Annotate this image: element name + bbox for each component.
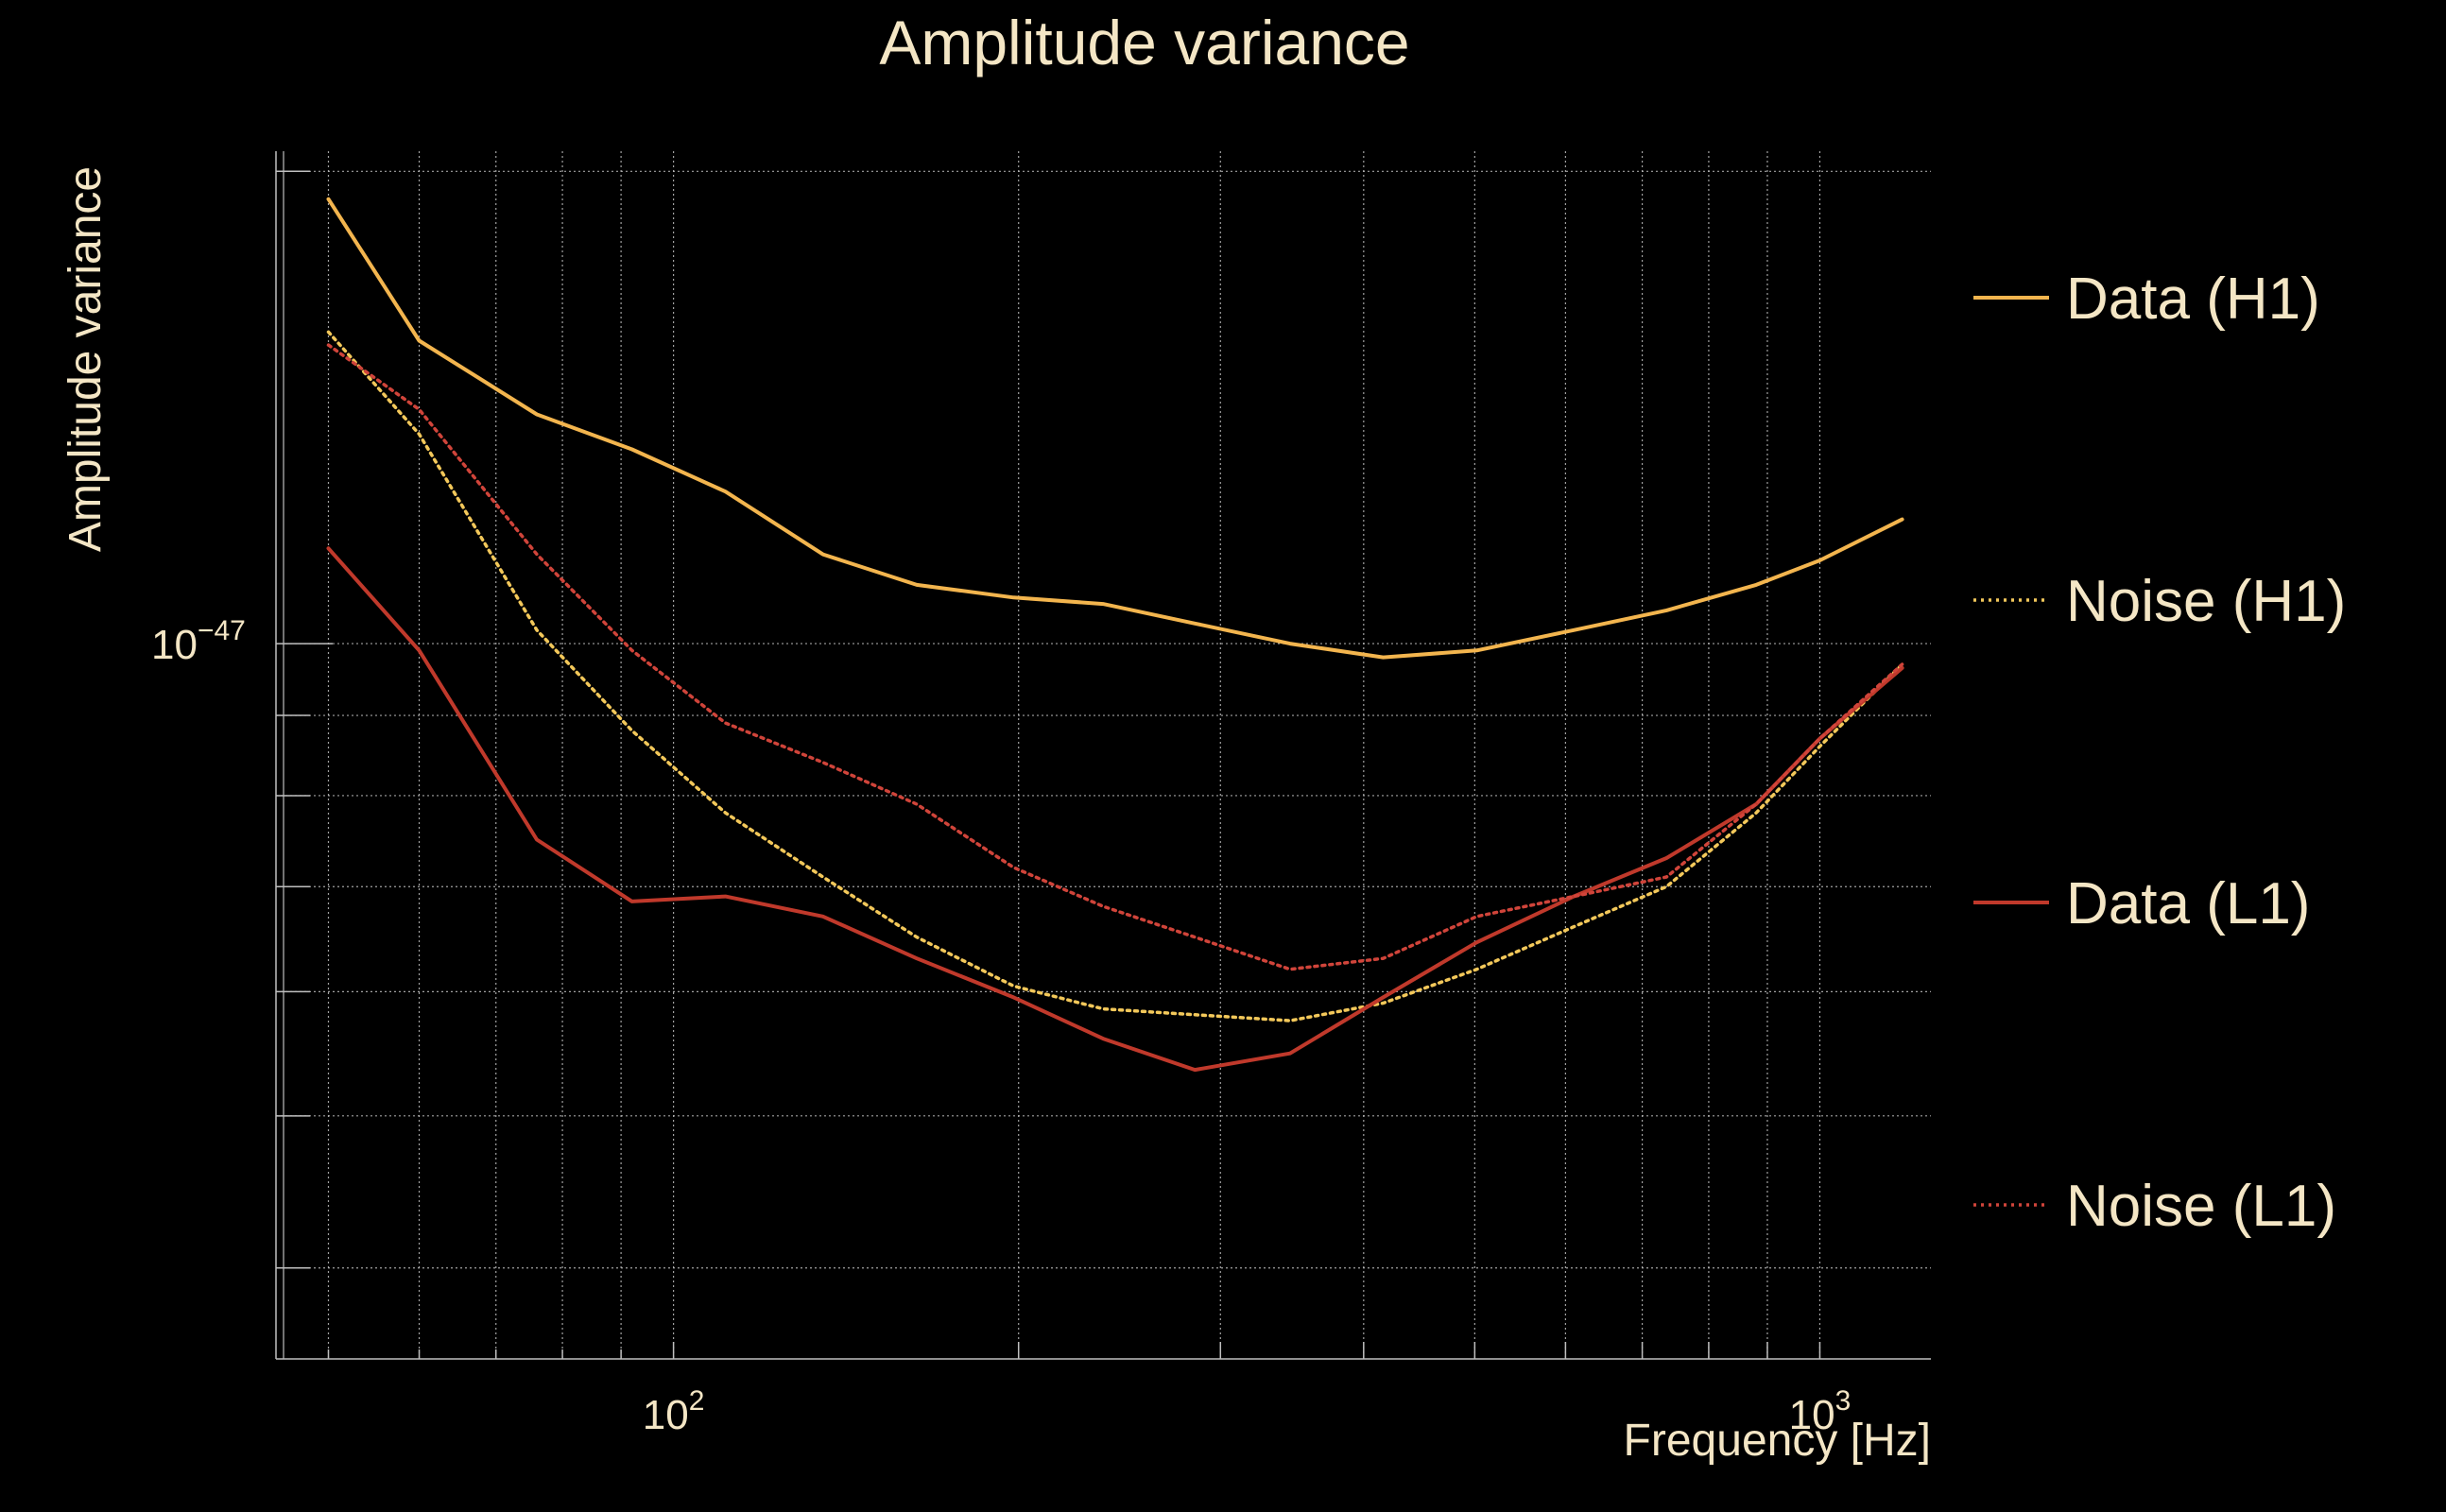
legend[interactable]: Data (H1) Noise (H1) Data (L1) Noise (L1): [1973, 266, 2346, 1239]
legend-label: Data (L1): [2066, 871, 2310, 936]
legend-label: Noise (H1): [2066, 569, 2346, 634]
chart-title: Amplitude variance: [879, 8, 1409, 77]
legend-label: Data (H1): [2066, 266, 2320, 332]
series-line-noise-h1: [326, 330, 1904, 1022]
series-line-data-l1: [326, 546, 1904, 1073]
series-line-noise-l1: [326, 343, 1904, 971]
x-axis-label: Frequency [Hz]: [1624, 1416, 1931, 1466]
series-line-data-h1: [326, 197, 1904, 660]
x-tick-label: 102: [643, 1385, 705, 1438]
legend-label: Noise (L1): [2066, 1174, 2336, 1239]
axes: [275, 151, 1931, 1360]
x-tick-label: 103: [1789, 1385, 1852, 1438]
tick-labels: 102 103 10−47: [151, 615, 1851, 1438]
series-lines: [326, 197, 1904, 1073]
y-tick-label: 10−47: [151, 615, 246, 668]
y-axis-label: Amplitude variance: [60, 166, 111, 552]
